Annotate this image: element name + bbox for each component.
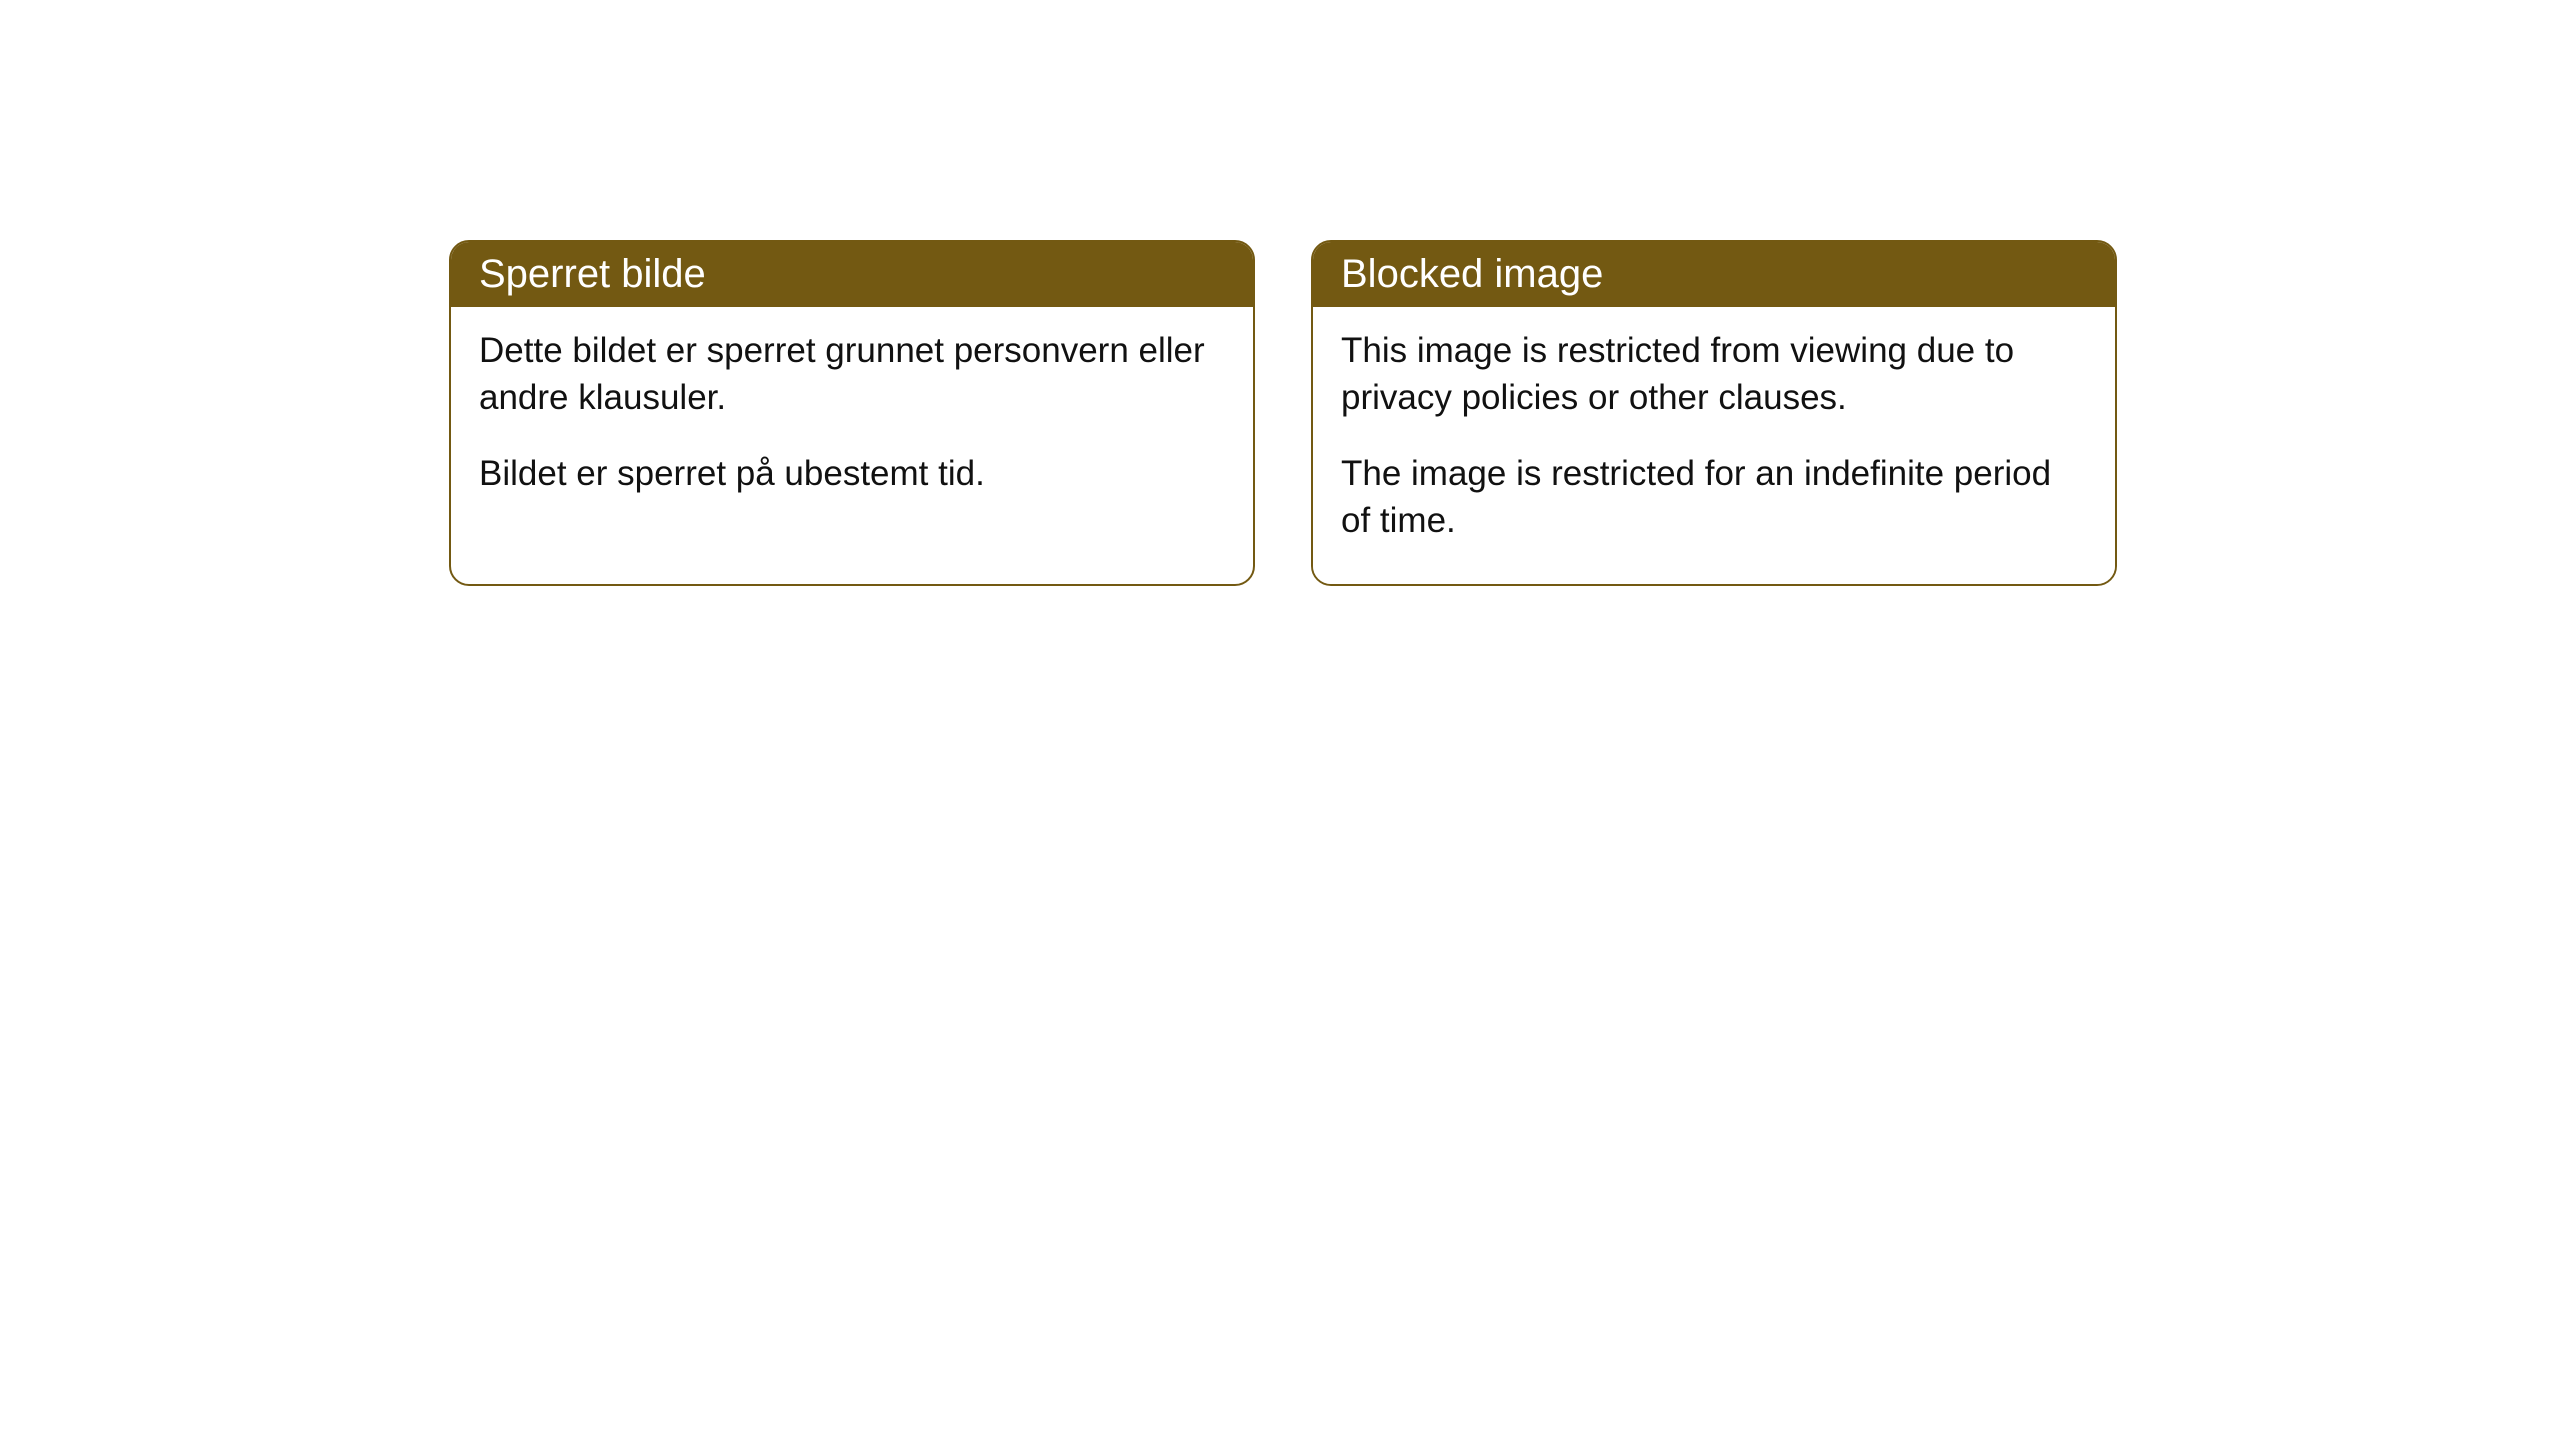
card-paragraph: This image is restricted from viewing du… — [1341, 327, 2087, 422]
notice-cards-container: Sperret bilde Dette bildet er sperret gr… — [0, 0, 2560, 586]
card-header: Sperret bilde — [451, 242, 1253, 307]
card-body: This image is restricted from viewing du… — [1313, 307, 2115, 584]
card-body: Dette bildet er sperret grunnet personve… — [451, 307, 1253, 537]
card-title: Sperret bilde — [479, 252, 706, 296]
card-paragraph: Dette bildet er sperret grunnet personve… — [479, 327, 1225, 422]
notice-card-english: Blocked image This image is restricted f… — [1311, 240, 2117, 586]
notice-card-norwegian: Sperret bilde Dette bildet er sperret gr… — [449, 240, 1255, 586]
card-header: Blocked image — [1313, 242, 2115, 307]
card-title: Blocked image — [1341, 252, 1603, 296]
card-paragraph: Bildet er sperret på ubestemt tid. — [479, 450, 1225, 497]
card-paragraph: The image is restricted for an indefinit… — [1341, 450, 2087, 545]
